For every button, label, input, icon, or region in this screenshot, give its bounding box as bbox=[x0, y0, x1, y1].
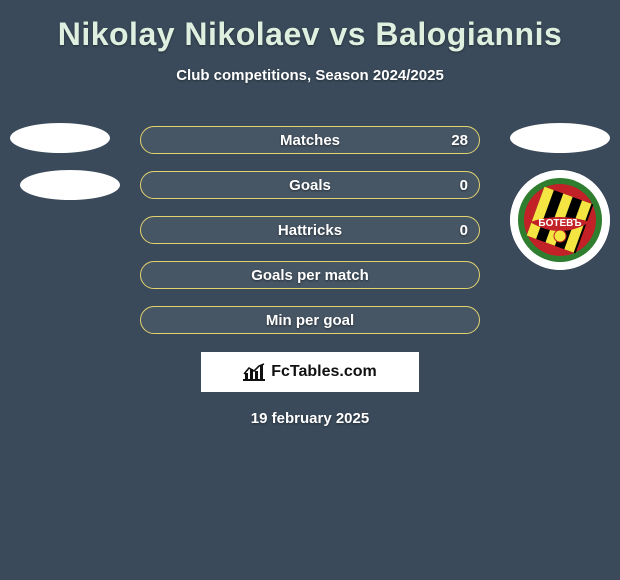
stat-pill bbox=[140, 261, 480, 289]
stat-seg-right bbox=[141, 127, 479, 153]
subtitle: Club competitions, Season 2024/2025 bbox=[0, 67, 620, 84]
stat-pill bbox=[140, 216, 480, 244]
player-left-avatar bbox=[10, 123, 110, 153]
stat-pill bbox=[140, 306, 480, 334]
footer-date: 19 february 2025 bbox=[0, 410, 620, 427]
stat-pill bbox=[140, 126, 480, 154]
page-title: Nikolay Nikolaev vs Balogiannis bbox=[0, 0, 620, 53]
club-left-badge bbox=[20, 170, 120, 200]
stat-row: Min per goal bbox=[140, 306, 480, 334]
avatar-placeholder-icon bbox=[510, 123, 610, 153]
stat-seg-right bbox=[141, 307, 479, 333]
stat-row: Matches28 bbox=[140, 126, 480, 154]
brand-chart-icon bbox=[243, 363, 265, 381]
stat-seg-right bbox=[141, 262, 479, 288]
stat-row: Goals0 bbox=[140, 171, 480, 199]
stat-row: Goals per match bbox=[140, 261, 480, 289]
club-right-badge: БОТЕВЪ bbox=[510, 170, 610, 270]
avatar-placeholder-icon bbox=[10, 123, 110, 153]
stat-seg-right bbox=[141, 172, 479, 198]
stat-seg-right bbox=[141, 217, 479, 243]
club-placeholder-icon bbox=[20, 170, 120, 200]
stat-row: Hattricks0 bbox=[140, 216, 480, 244]
brand-watermark: FcTables.com bbox=[201, 352, 419, 392]
stat-pill bbox=[140, 171, 480, 199]
svg-text:БОТЕВЪ: БОТЕВЪ bbox=[538, 218, 581, 229]
botev-badge-icon: БОТЕВЪ bbox=[510, 170, 610, 270]
brand-text: FcTables.com bbox=[271, 363, 377, 381]
player-right-avatar bbox=[510, 123, 610, 153]
